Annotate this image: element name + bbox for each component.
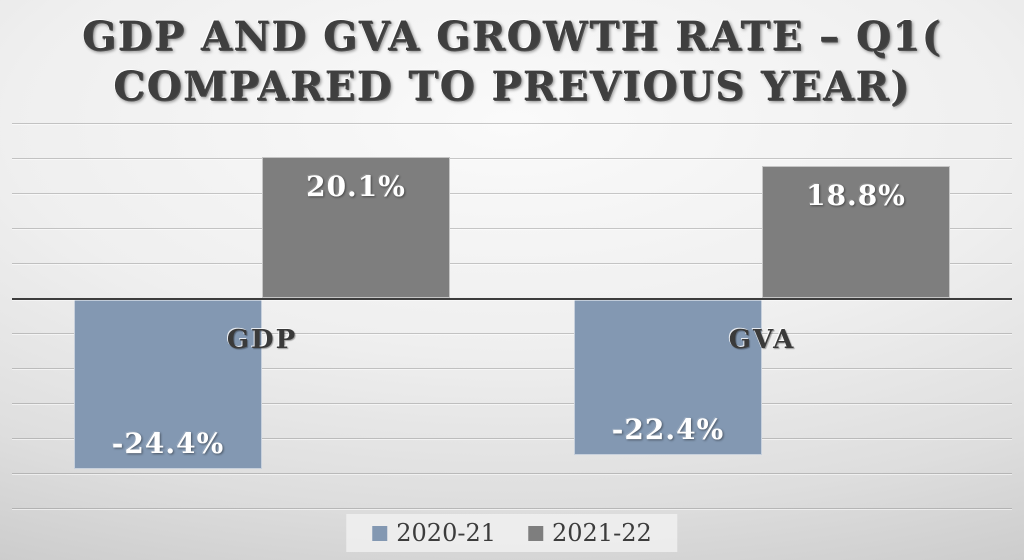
- legend-swatch-icon: [372, 525, 388, 541]
- legend-swatch-icon: [528, 525, 543, 541]
- chart-title-line1: GDP AND GVA GROWTH RATE – Q1(: [81, 13, 943, 60]
- data-label: 20.1%: [306, 170, 406, 203]
- legend-item-2021-22: 2021-22: [528, 519, 652, 547]
- gridline: [12, 403, 1012, 404]
- data-label: -22.4%: [611, 413, 725, 446]
- category-label-gva: GVA: [728, 325, 796, 355]
- bar-2020-21-GVA: -22.4%: [574, 298, 762, 455]
- gridline: [12, 123, 1012, 124]
- plot-area: -24.4% 20.1% GDP -22.4% 18.8% GVA: [12, 123, 1012, 509]
- bar-2021-22-GDP: 20.1%: [262, 157, 450, 298]
- legend-label: 2020-21: [396, 519, 496, 547]
- gridline: [12, 263, 1012, 264]
- category-label-gdp: GDP: [226, 325, 298, 355]
- legend-label: 2021-22: [552, 519, 652, 547]
- gridline: [12, 158, 1012, 159]
- chart-legend: 2020-21 2021-22: [346, 514, 678, 552]
- bar-2021-22-GVA: 18.8%: [762, 166, 950, 298]
- chart-title: GDP AND GVA GROWTH RATE – Q1( COMPARED T…: [0, 12, 1024, 112]
- bar-2020-21-GDP: -24.4%: [74, 298, 262, 469]
- gridline: [12, 508, 1012, 509]
- gridline: [12, 193, 1012, 194]
- legend-item-2020-21: 2020-21: [372, 519, 496, 547]
- gridline: [12, 438, 1012, 439]
- gridline: [12, 228, 1012, 229]
- data-label: 18.8%: [806, 179, 906, 212]
- chart-title-line2: COMPARED TO PREVIOUS YEAR): [113, 63, 911, 110]
- gridline: [12, 473, 1012, 474]
- zero-axis-line: [12, 298, 1012, 300]
- data-label: -24.4%: [111, 427, 225, 460]
- gridline: [12, 368, 1012, 369]
- gridline: [12, 333, 1012, 334]
